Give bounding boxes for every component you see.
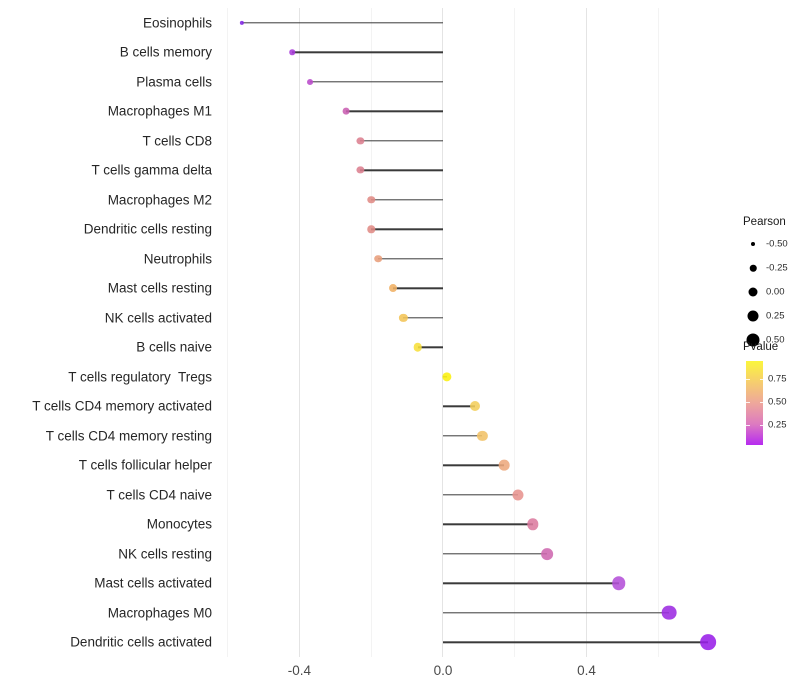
data-point — [661, 605, 677, 621]
data-point — [388, 284, 397, 293]
category-label: Monocytes — [146, 516, 212, 532]
colorbar-label: 0.50 — [768, 396, 787, 408]
category-label: Macrophages M2 — [107, 192, 212, 208]
size-legend-label: -0.50 — [766, 238, 788, 250]
category-label: Eosinophils — [142, 15, 212, 31]
data-point — [289, 49, 296, 55]
lollipop-stick — [442, 612, 669, 614]
colorbar-tick — [759, 424, 763, 426]
colorbar-label: 0.25 — [768, 419, 787, 431]
lollipop-stick — [310, 81, 443, 83]
data-point — [512, 489, 524, 501]
lollipop-stick — [442, 523, 533, 525]
category-label: T cells regulatory Tregs — [68, 369, 212, 385]
data-point — [367, 196, 375, 204]
category-label: Mast cells activated — [94, 575, 212, 591]
category-label: T cells CD8 — [142, 133, 212, 149]
data-point — [700, 634, 717, 651]
lollipop-stick — [442, 582, 619, 584]
lollipop-stick — [442, 553, 547, 555]
data-point — [239, 20, 245, 25]
size-legend-dot — [746, 333, 760, 347]
size-legend-label: 0.00 — [766, 286, 785, 298]
category-label: Macrophages M0 — [107, 605, 212, 621]
minor-gridline — [657, 8, 659, 657]
data-point — [441, 372, 452, 382]
minor-gridline — [227, 8, 229, 657]
category-label: Dendritic cells activated — [70, 634, 212, 650]
lollipop-stick — [371, 199, 443, 201]
x-tick-label: 0.0 — [433, 663, 453, 678]
category-label: Mast cells resting — [107, 280, 212, 296]
major-gridline — [298, 8, 300, 657]
size-legend-dot — [748, 287, 758, 297]
size-legend-dot — [751, 242, 755, 246]
lollipop-stick — [292, 51, 443, 53]
lollipop-stick — [442, 405, 476, 407]
category-label: NK cells resting — [118, 546, 212, 562]
category-label: Macrophages M1 — [107, 103, 212, 119]
lollipop-stick — [346, 110, 443, 112]
colorbar-tick — [746, 378, 750, 380]
category-label: T cells CD4 naive — [106, 487, 212, 503]
category-label: B cells naive — [136, 339, 212, 355]
size-legend-label: 0.25 — [766, 310, 785, 322]
category-label: T cells CD4 memory resting — [45, 428, 212, 444]
data-point — [356, 166, 365, 174]
category-label: Dendritic cells resting — [83, 221, 212, 237]
colorbar-label: 0.75 — [768, 373, 787, 385]
data-point — [526, 518, 539, 530]
lollipop-stick — [360, 169, 443, 171]
size-legend-dot — [747, 310, 759, 322]
data-point — [399, 313, 408, 322]
colorbar-tick — [759, 402, 763, 404]
category-label: Plasma cells — [136, 74, 212, 90]
category-label: T cells gamma delta — [91, 162, 212, 178]
category-label: T cells CD4 memory activated — [32, 398, 212, 414]
colorbar-tick — [746, 424, 750, 426]
lollipop-stick — [378, 258, 443, 260]
category-label: Neutrophils — [143, 251, 212, 267]
lollipop-stick — [417, 346, 443, 348]
size-legend-label: 0.50 — [766, 334, 785, 346]
lollipop-stick — [242, 22, 443, 24]
size-legend-title: Pearson — [743, 216, 786, 228]
minor-gridline — [370, 8, 372, 657]
size-legend-label: -0.25 — [766, 262, 788, 274]
data-point — [374, 254, 383, 263]
colorbar-tick — [746, 402, 750, 404]
color-legend-title: Pvalue — [743, 341, 779, 353]
lollipop-stick — [442, 464, 504, 466]
pvalue-colorbar — [746, 361, 763, 445]
lollipop-stick — [442, 494, 519, 496]
data-point — [307, 78, 314, 85]
lollipop-stick — [442, 641, 709, 643]
lollipop-stick — [442, 435, 483, 437]
x-tick-label: 0.4 — [577, 663, 596, 678]
data-point — [367, 225, 375, 233]
lollipop-stick — [403, 317, 443, 319]
colorbar-tick — [759, 378, 763, 380]
data-point — [498, 459, 510, 471]
data-point — [477, 430, 488, 441]
minor-gridline — [514, 8, 516, 657]
category-label: NK cells activated — [104, 310, 212, 326]
x-tick-label: -0.4 — [287, 663, 312, 678]
lollipop-stick — [371, 228, 443, 230]
lollipop-stick — [360, 140, 443, 142]
data-point — [541, 547, 553, 560]
data-point — [413, 342, 423, 352]
major-gridline — [442, 8, 444, 657]
data-point — [356, 137, 365, 145]
lollipop-stick — [392, 287, 443, 289]
category-label: T cells follicular helper — [78, 457, 212, 473]
major-gridline — [585, 8, 587, 657]
data-point — [612, 576, 626, 590]
category-label: B cells memory — [119, 44, 212, 60]
size-legend-dot — [749, 264, 757, 272]
data-point — [470, 401, 481, 412]
data-point — [342, 107, 350, 115]
